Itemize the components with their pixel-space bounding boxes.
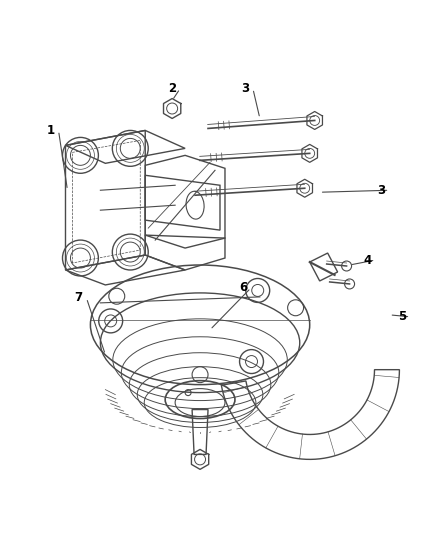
- Text: 7: 7: [74, 292, 82, 304]
- Text: 5: 5: [398, 310, 406, 324]
- Text: 4: 4: [364, 254, 372, 266]
- Text: 2: 2: [168, 82, 176, 95]
- Text: 3: 3: [241, 82, 249, 95]
- Text: 6: 6: [239, 281, 247, 294]
- Text: 1: 1: [46, 124, 55, 137]
- Text: 3: 3: [378, 184, 385, 197]
